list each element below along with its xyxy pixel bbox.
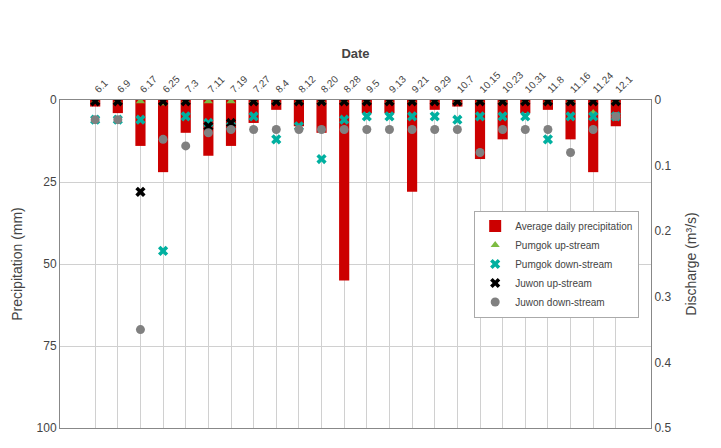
svg-text:75: 75 <box>43 339 57 353</box>
svg-text:Pumgok down-stream: Pumgok down-stream <box>515 259 612 270</box>
svg-text:Precipitation (mm): Precipitation (mm) <box>9 207 25 321</box>
svg-text:10.15: 10.15 <box>477 69 503 95</box>
svg-text:50: 50 <box>43 257 57 271</box>
svg-text:0.3: 0.3 <box>654 290 671 304</box>
svg-text:Date: Date <box>341 46 369 61</box>
svg-text:7.19: 7.19 <box>228 73 250 95</box>
svg-text:9.13: 9.13 <box>387 73 409 95</box>
svg-text:0.4: 0.4 <box>654 356 671 370</box>
svg-text:11.8: 11.8 <box>545 74 566 95</box>
svg-text:6.9: 6.9 <box>115 77 133 95</box>
svg-text:Average daily precipitation: Average daily precipitation <box>515 221 632 232</box>
svg-text:10.31: 10.31 <box>522 69 548 95</box>
svg-text:7.11: 7.11 <box>206 74 227 95</box>
svg-text:7.27: 7.27 <box>251 73 273 95</box>
svg-text:11.16: 11.16 <box>568 70 593 95</box>
svg-text:6.1: 6.1 <box>92 77 110 95</box>
svg-text:10.23: 10.23 <box>500 69 526 95</box>
svg-text:8.20: 8.20 <box>319 73 341 95</box>
svg-text:Discharge (m³/s): Discharge (m³/s) <box>683 212 699 315</box>
svg-text:Pumgok up-stream: Pumgok up-stream <box>515 240 599 251</box>
svg-text:11.24: 11.24 <box>590 70 615 95</box>
svg-text:8.12: 8.12 <box>296 73 318 95</box>
svg-text:0.2: 0.2 <box>654 224 671 238</box>
svg-text:0.1: 0.1 <box>654 159 671 173</box>
svg-text:25: 25 <box>43 175 57 189</box>
svg-text:9.21: 9.21 <box>409 73 431 95</box>
svg-text:9.29: 9.29 <box>432 73 454 95</box>
svg-text:100: 100 <box>37 421 57 435</box>
svg-text:6.25: 6.25 <box>160 73 182 95</box>
svg-text:Juwon down-stream: Juwon down-stream <box>515 297 604 308</box>
svg-text:0.5: 0.5 <box>654 421 671 435</box>
svg-text:8.4: 8.4 <box>273 77 291 95</box>
svg-text:10.7: 10.7 <box>455 73 477 95</box>
svg-text:8.28: 8.28 <box>341 73 363 95</box>
svg-text:9.5: 9.5 <box>364 77 382 95</box>
svg-text:7.3: 7.3 <box>183 77 201 95</box>
svg-text:0: 0 <box>50 93 57 107</box>
svg-text:6.17: 6.17 <box>138 73 160 95</box>
svg-text:0: 0 <box>654 93 661 107</box>
svg-text:12.1: 12.1 <box>613 73 635 95</box>
svg-text:Juwon up-stream: Juwon up-stream <box>515 278 592 289</box>
